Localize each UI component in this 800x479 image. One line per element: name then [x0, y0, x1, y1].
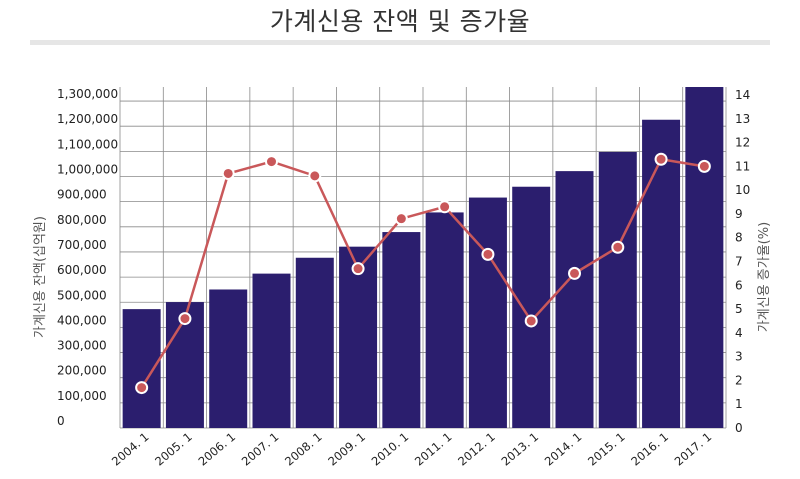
bar: [295, 257, 334, 428]
title-divider: [30, 40, 770, 45]
growth-point: [568, 266, 581, 280]
growth-point: [654, 152, 668, 166]
left-tick-label: 0: [57, 414, 65, 428]
left-tick-label: 400,000: [57, 313, 107, 327]
right-tick-label: 10: [735, 183, 750, 197]
left-axis-title: 가계신용 잔액(십억원): [33, 216, 48, 338]
growth-point: [394, 212, 408, 226]
left-tick-label: 300,000: [57, 339, 107, 353]
right-tick-label: 3: [735, 350, 743, 364]
left-tick-label: 700,000: [57, 238, 107, 252]
right-tick-label: 1: [735, 397, 743, 411]
x-tick-label: 2005. 1: [152, 430, 195, 469]
x-tick-label: 2017. 1: [672, 430, 715, 469]
left-tick-label: 100,000: [57, 389, 107, 403]
x-axis-ticks: 2004. 1 2005. 1 2006. 1 2007. 1 2008. 1 2009.…: [109, 430, 714, 469]
growth-point: [221, 166, 235, 180]
chart-title: 가계신용 잔액 및 증가율: [269, 7, 531, 36]
growth-point: [265, 155, 278, 169]
right-tick-label: 9: [735, 207, 743, 221]
x-tick-label: 2011. 1: [412, 430, 455, 469]
growth-point: [308, 169, 322, 183]
x-tick-label: 2010. 1: [369, 430, 412, 469]
right-tick-label: 14: [735, 88, 750, 102]
left-tick-label: 800,000: [57, 213, 107, 227]
bar: [468, 197, 507, 428]
x-tick-label: 2016. 1: [628, 430, 671, 469]
growth-point: [524, 314, 538, 328]
right-tick-label: 11: [735, 159, 750, 173]
growth-point: [351, 262, 365, 276]
growth-line: [140, 157, 705, 389]
right-tick-label: 5: [735, 302, 743, 316]
bar: [555, 171, 594, 428]
x-tick-label: 2013. 1: [499, 430, 542, 469]
line-series: [135, 152, 711, 395]
bar: [252, 273, 291, 428]
bar: [685, 87, 724, 428]
x-tick-label: 2014. 1: [542, 430, 585, 469]
right-tick-label: 12: [735, 136, 750, 150]
left-tick-label: 500,000: [57, 288, 107, 302]
right-tick-label: 8: [735, 231, 743, 245]
right-tick-label: 2: [735, 373, 743, 387]
growth-point: [178, 312, 192, 326]
bar: [339, 246, 378, 428]
bar: [425, 212, 464, 428]
left-tick-label: 200,000: [57, 364, 107, 378]
growth-point: [135, 381, 149, 395]
x-tick-label: 2008. 1: [282, 430, 325, 469]
right-tick-label: 7: [735, 255, 743, 269]
bar: [382, 232, 421, 428]
growth-point: [481, 247, 495, 261]
right-axis-title: 가계신용 증가율(%): [757, 222, 772, 332]
x-tick-label: 2004. 1: [109, 430, 152, 469]
right-tick-label: 0: [735, 421, 743, 435]
right-tick-label: 4: [735, 326, 743, 340]
left-tick-label: 1,300,000: [57, 87, 118, 101]
right-tick-label: 6: [735, 278, 743, 292]
x-tick-label: 2009. 1: [325, 430, 368, 469]
left-tick-label: 1,200,000: [57, 112, 118, 126]
bar: [642, 119, 681, 429]
x-tick-label: 2007. 1: [239, 430, 282, 469]
growth-point: [438, 200, 452, 214]
growth-point: [697, 159, 711, 173]
left-tick-label: 1,000,000: [57, 163, 118, 177]
x-tick-label: 2006. 1: [196, 430, 239, 469]
growth-point: [611, 240, 625, 254]
bar: [209, 289, 248, 428]
left-tick-label: 900,000: [57, 188, 107, 202]
x-tick-label: 2012. 1: [455, 430, 498, 469]
bar-series: [122, 87, 724, 429]
left-tick-label: 600,000: [57, 263, 107, 277]
bar: [598, 151, 637, 428]
left-tick-label: 1,100,000: [57, 137, 118, 151]
left-axis-ticks: 0 100,000 200,000 300,000 400,000 500,000 600,…: [57, 87, 118, 428]
right-tick-label: 13: [735, 112, 750, 126]
x-tick-label: 2015. 1: [585, 430, 628, 469]
